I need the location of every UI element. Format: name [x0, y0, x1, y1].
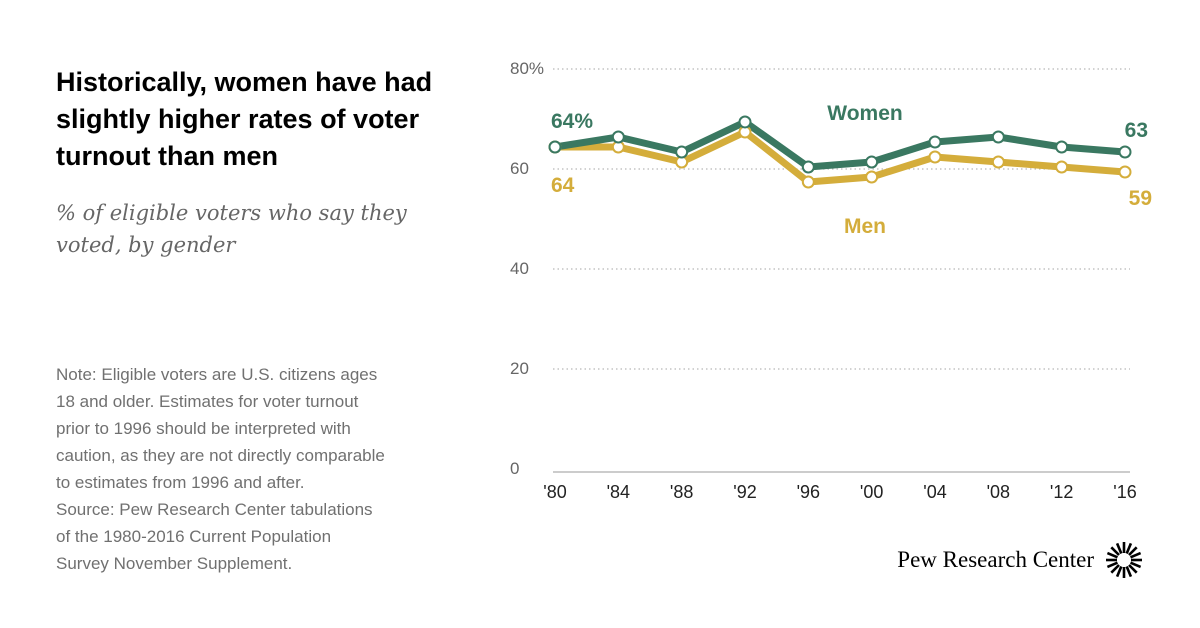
note-line: 18 and older. Estimates for voter turnou…	[56, 392, 359, 411]
data-point-women	[611, 130, 625, 144]
data-point-men	[1055, 160, 1069, 174]
data-point-men	[991, 155, 1005, 169]
source-line: of the 1980-2016 Current Population	[56, 527, 332, 546]
y-tick-label: 80%	[510, 59, 544, 78]
source-line: Source: Pew Research Center tabulations	[56, 500, 373, 519]
data-point-men	[928, 150, 942, 164]
series-label-women: Women	[827, 102, 902, 125]
x-tick-label: '04	[923, 482, 946, 502]
x-tick-label: '84	[607, 482, 630, 502]
y-tick-label: 0	[510, 459, 519, 478]
data-point-women	[865, 155, 879, 169]
data-point-women	[548, 140, 562, 154]
x-tick-label: '88	[670, 482, 693, 502]
data-point-women	[991, 130, 1005, 144]
data-point-men	[865, 170, 879, 184]
data-label-women-last: 63	[1125, 119, 1148, 142]
pew-sunburst-icon	[1106, 542, 1142, 578]
data-point-women	[675, 145, 689, 159]
note-line: Note: Eligible voters are U.S. citizens …	[56, 365, 378, 384]
note-line: to estimates from 1996 and after.	[56, 473, 305, 492]
data-point-women	[801, 160, 815, 174]
note-source: Note: Eligible voters are U.S. citizens …	[56, 361, 486, 577]
pew-logo: Pew Research Center	[897, 540, 1144, 580]
series-line-women	[551, 118, 1129, 171]
series-label-men: Men	[844, 215, 886, 238]
data-point-women	[1055, 140, 1069, 154]
data-label-women-first: 64%	[551, 110, 593, 133]
data-point-women	[738, 115, 752, 129]
y-tick-label: 60	[510, 159, 529, 178]
logo-text: Pew Research Center	[897, 547, 1094, 572]
data-point-women	[1118, 145, 1132, 159]
x-tick-label: '00	[860, 482, 883, 502]
source-line: Survey November Supplement.	[56, 554, 293, 573]
x-tick-label: '16	[1113, 482, 1136, 502]
x-tick-label: '08	[987, 482, 1010, 502]
x-tick-label: '80	[543, 482, 566, 502]
data-point-men	[1118, 165, 1132, 179]
chart-subtitle: % of eligible voters who say they voted,…	[56, 201, 407, 257]
y-tick-label: 40	[510, 259, 529, 278]
y-tick-label: 20	[510, 359, 529, 378]
x-tick-label: '12	[1050, 482, 1073, 502]
data-point-women	[928, 135, 942, 149]
x-tick-label: '96	[797, 482, 820, 502]
note-line: caution, as they are not directly compar…	[56, 446, 385, 465]
page-title: Historically, women have had slightly hi…	[56, 67, 433, 171]
data-label-men-last: 59	[1129, 187, 1152, 210]
note-line: prior to 1996 should be interpreted with	[56, 419, 351, 438]
data-label-men-first: 64	[551, 174, 575, 197]
x-tick-label: '92	[733, 482, 756, 502]
data-point-men	[801, 175, 815, 189]
series-line-men	[551, 128, 1129, 186]
